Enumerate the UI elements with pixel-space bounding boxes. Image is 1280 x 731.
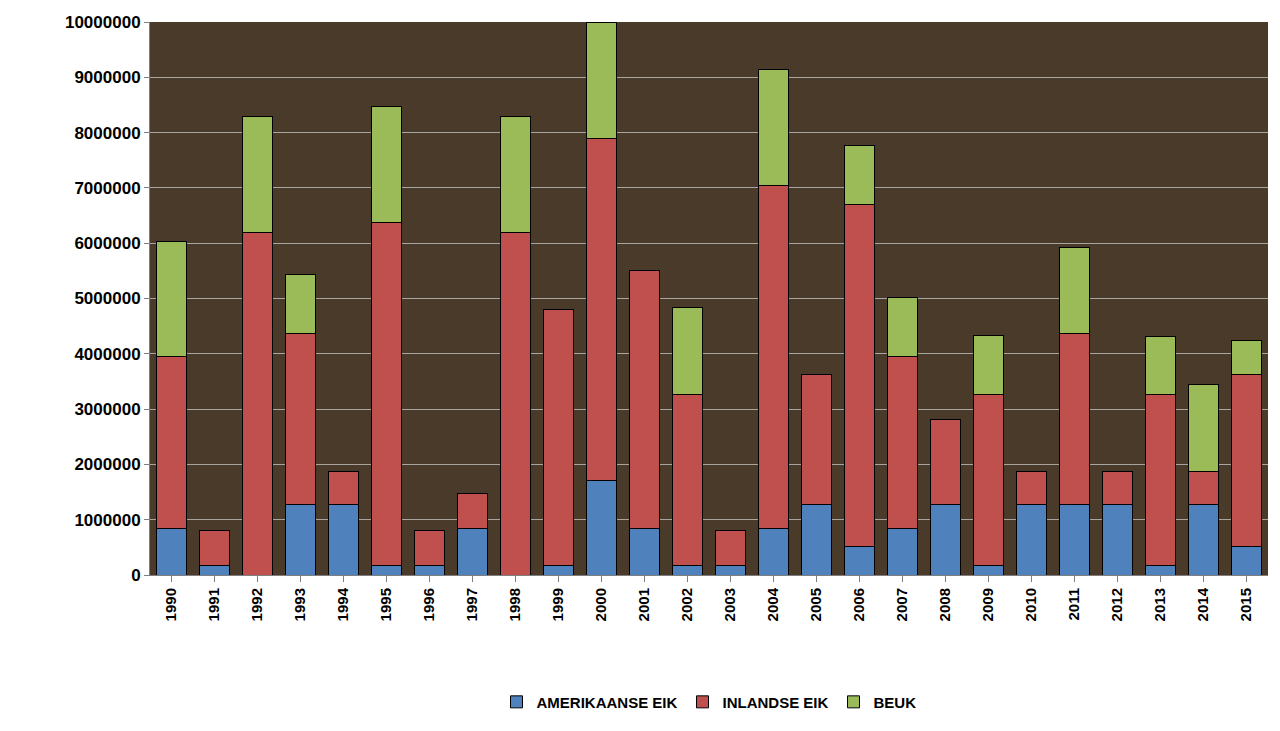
svg-text:1998: 1998 — [506, 588, 523, 621]
svg-text:0: 0 — [131, 566, 140, 585]
svg-text:2002: 2002 — [678, 588, 695, 621]
svg-text:1995: 1995 — [377, 588, 394, 621]
svg-text:2001: 2001 — [635, 588, 652, 621]
svg-text:AMERIKAANSE EIK: AMERIKAANSE EIK — [537, 694, 678, 711]
svg-text:1000000: 1000000 — [74, 511, 140, 530]
svg-text:2000000: 2000000 — [74, 455, 140, 474]
svg-text:2008: 2008 — [936, 588, 953, 621]
svg-text:9000000: 9000000 — [74, 68, 140, 87]
svg-text:3000000: 3000000 — [74, 400, 140, 419]
svg-text:INLANDSE EIK: INLANDSE EIK — [723, 694, 829, 711]
svg-text:4000000: 4000000 — [74, 345, 140, 364]
svg-text:1991: 1991 — [205, 588, 222, 621]
svg-text:1992: 1992 — [248, 588, 265, 621]
svg-text:2009: 2009 — [979, 588, 996, 621]
svg-text:1990: 1990 — [162, 588, 179, 621]
svg-text:BEUK: BEUK — [874, 694, 917, 711]
svg-text:5000000: 5000000 — [74, 289, 140, 308]
svg-text:8000000: 8000000 — [74, 124, 140, 143]
svg-text:2004: 2004 — [764, 587, 781, 621]
svg-text:2005: 2005 — [807, 588, 824, 621]
svg-text:2014: 2014 — [1194, 587, 1211, 621]
svg-text:2013: 2013 — [1151, 588, 1168, 621]
svg-text:1993: 1993 — [291, 588, 308, 621]
svg-text:1994: 1994 — [334, 587, 351, 621]
svg-text:2006: 2006 — [850, 588, 867, 621]
svg-text:2012: 2012 — [1108, 588, 1125, 621]
svg-text:2015: 2015 — [1237, 588, 1254, 621]
svg-text:2011: 2011 — [1065, 588, 1082, 621]
svg-text:1996: 1996 — [420, 588, 437, 621]
svg-text:2000: 2000 — [592, 588, 609, 621]
svg-text:1999: 1999 — [549, 588, 566, 621]
svg-text:2007: 2007 — [893, 588, 910, 621]
svg-text:6000000: 6000000 — [74, 234, 140, 253]
svg-text:2003: 2003 — [721, 588, 738, 621]
svg-text:10000000: 10000000 — [65, 13, 141, 32]
svg-text:7000000: 7000000 — [74, 179, 140, 198]
svg-text:1997: 1997 — [463, 588, 480, 621]
svg-text:2010: 2010 — [1022, 588, 1039, 621]
